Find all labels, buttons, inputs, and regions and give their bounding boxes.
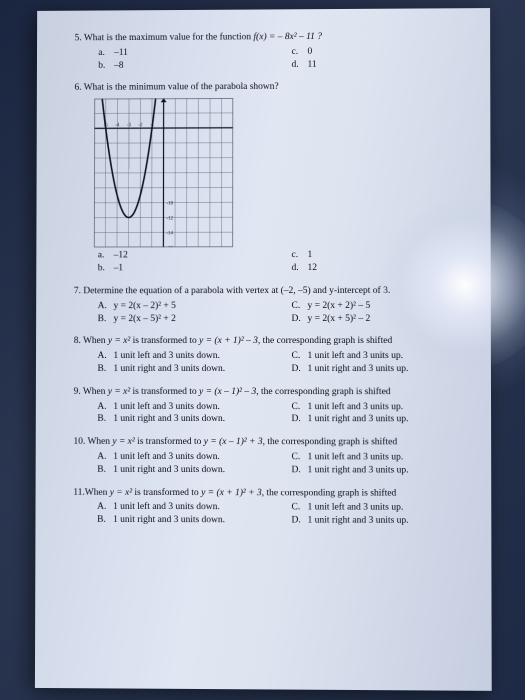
- q5-opt-c: c.0: [268, 45, 462, 59]
- q5-opt-b: b.–8: [75, 59, 268, 73]
- worksheet-page: 5. What is the maximum value for the fun…: [35, 8, 492, 691]
- q6-opt-b: b.–1: [74, 262, 268, 275]
- svg-text:-4: -4: [115, 124, 120, 129]
- question-10: 10. When y = x² is transformed to y = (x…: [73, 436, 463, 477]
- q10-stem: 10. When y = x² is transformed to y = (x…: [73, 436, 462, 450]
- q5-text: 5. What is the maximum value for the fun…: [75, 32, 254, 43]
- q8-opt-a: A.1 unit left and 3 units down.: [74, 350, 268, 363]
- q9-opt-c: C.1 unit left and 3 units up.: [267, 401, 462, 414]
- q10-opt-d: D.1 unit right and 3 units up.: [267, 464, 462, 477]
- question-7: 7. Determine the equation of a parabola …: [74, 285, 463, 326]
- q5-opt-a: a.–11: [75, 46, 268, 60]
- q5-fx: f(x) = – 8x² – 11 ?: [253, 32, 321, 42]
- q11-opt-a: A.1 unit left and 3 units down.: [73, 501, 267, 514]
- question-6: 6. What is the minimum value of the para…: [74, 80, 463, 275]
- q11-opt-b: B.1 unit right and 3 units down.: [73, 514, 267, 527]
- q10-options: A.1 unit left and 3 units down. B.1 unit…: [73, 451, 463, 478]
- question-9: 9. When y = x² is transformed to y = (x …: [74, 386, 463, 427]
- q8-options: A.1 unit left and 3 units down. B.1 unit…: [74, 350, 463, 376]
- q8-opt-d: D.1 unit right and 3 units up.: [267, 363, 462, 376]
- q11-stem: 11.When y = x² is transformed to y = (x …: [73, 486, 463, 500]
- q7-opt-b: B.y = 2(x – 5)² + 2: [74, 313, 268, 326]
- q9-stem: 9. When y = x² is transformed to y = (x …: [74, 386, 463, 399]
- q6-opt-c: c.1: [268, 249, 463, 262]
- svg-text:-2: -2: [138, 123, 143, 128]
- q5-options: a.–11 b.–8 c.0 d.11: [75, 45, 463, 73]
- q9-opt-a: A.1 unit left and 3 units down.: [74, 400, 268, 413]
- q9-opt-b: B.1 unit right and 3 units down.: [74, 413, 268, 426]
- q11-opt-c: C.1 unit left and 3 units up.: [267, 502, 463, 515]
- q10-opt-a: A.1 unit left and 3 units down.: [73, 451, 267, 464]
- question-11: 11.When y = x² is transformed to y = (x …: [73, 486, 463, 528]
- q8-stem: 8. When y = x² is transformed to y = (x …: [74, 335, 463, 348]
- q5-stem: 5. What is the maximum value for the fun…: [75, 30, 462, 45]
- q7-options: A.y = 2(x – 2)² + 5 B.y = 2(x – 5)² + 2 …: [74, 300, 463, 326]
- q8-opt-c: C.1 unit left and 3 units up.: [267, 350, 462, 363]
- q6-opt-a: a.–12: [74, 249, 268, 262]
- q7-opt-d: D.y = 2(x + 5)² – 2: [268, 312, 463, 325]
- q6-stem: 6. What is the minimum value of the para…: [74, 80, 462, 95]
- q5-opt-d: d.11: [268, 58, 463, 72]
- q8-opt-b: B.1 unit right and 3 units down.: [74, 363, 268, 376]
- q6-options: a.–12 b.–1 c.1 d.12: [74, 249, 463, 275]
- svg-text:-10: -10: [166, 202, 173, 207]
- q10-opt-b: B.1 unit right and 3 units down.: [73, 464, 267, 477]
- svg-text:-3: -3: [127, 123, 132, 128]
- q11-opt-d: D.1 unit right and 3 units up.: [267, 515, 463, 529]
- q6-graph: -5-4-3-2-1-10-12-14-16: [94, 98, 233, 248]
- q9-opt-d: D.1 unit right and 3 units up.: [267, 413, 462, 426]
- q7-stem: 7. Determine the equation of a parabola …: [74, 285, 463, 298]
- q9-options: A.1 unit left and 3 units down. B.1 unit…: [74, 400, 463, 426]
- parabola-graph: -5-4-3-2-1-10-12-14-16: [94, 98, 233, 248]
- q6-opt-d: d.12: [268, 262, 463, 275]
- question-5: 5. What is the maximum value for the fun…: [75, 30, 463, 72]
- q10-opt-c: C.1 unit left and 3 units up.: [267, 451, 462, 464]
- q7-opt-c: C.y = 2(x + 2)² – 5: [268, 300, 463, 313]
- q11-options: A.1 unit left and 3 units down. B.1 unit…: [73, 501, 463, 528]
- svg-text:-14: -14: [166, 232, 173, 237]
- svg-text:-12: -12: [166, 217, 173, 222]
- question-8: 8. When y = x² is transformed to y = (x …: [74, 335, 463, 376]
- q7-opt-a: A.y = 2(x – 2)² + 5: [74, 300, 268, 313]
